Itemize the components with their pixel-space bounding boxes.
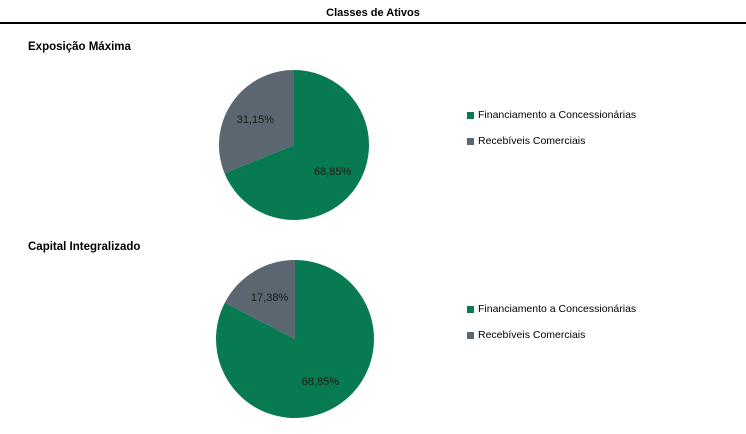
chart-title-exposicao-maxima: Exposição Máxima (28, 41, 131, 53)
pie-slice-recebiveis (219, 70, 294, 174)
legend-swatch-recebiveis (467, 137, 474, 145)
data-label-recebiveis: 31,15% (237, 114, 275, 126)
pie-slice-recebiveis (224, 260, 295, 339)
data-label-financiamento: 68,85% (302, 376, 340, 388)
pie-chart-exposicao-maxima: 68,85% 31,15% (219, 70, 369, 220)
legend-label-financiamento: Financiamento a Concessionárias (478, 303, 637, 315)
legend-item-financiamento: Financiamento a Concessionárias (467, 108, 636, 122)
legend-swatch-financiamento (467, 111, 474, 119)
legend-item-recebiveis: Recebíveis Comerciais (467, 134, 636, 148)
pie-slice-financiamento (224, 70, 369, 220)
chart-title-capital-integralizado: Capital Integralizado (28, 241, 141, 253)
legend-swatch-financiamento (467, 305, 474, 313)
legend-exposicao-maxima: Financiamento a Concessionárias Recebíve… (467, 108, 636, 160)
legend-item-recebiveis: Recebíveis Comerciais (467, 328, 636, 342)
legend-swatch-recebiveis (467, 331, 474, 339)
pie-chart-capital-integralizado: 68,85% 17,38% (216, 260, 374, 418)
data-label-financiamento: 68,85% (314, 166, 352, 178)
legend-label-financiamento: Financiamento a Concessionárias (478, 109, 637, 121)
data-label-recebiveis: 17,38% (251, 292, 289, 304)
title-divider (0, 22, 746, 24)
legend-label-recebiveis: Recebíveis Comerciais (478, 329, 586, 341)
legend-label-recebiveis: Recebíveis Comerciais (478, 135, 586, 147)
page-title: Classes de Ativos (326, 7, 420, 19)
legend-capital-integralizado: Financiamento a Concessionárias Recebíve… (467, 302, 636, 354)
legend-item-financiamento: Financiamento a Concessionárias (467, 302, 636, 316)
